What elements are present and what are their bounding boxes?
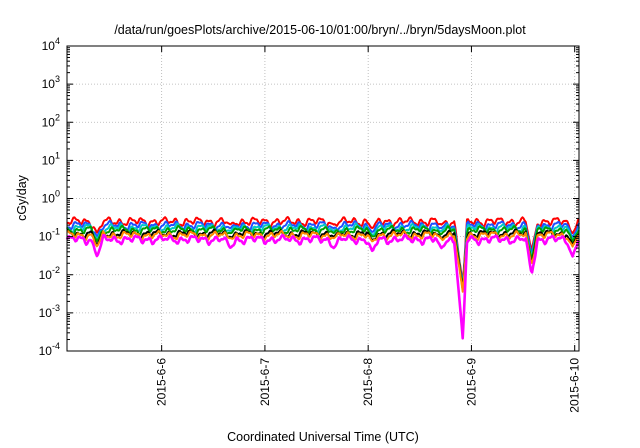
y-tick-label: 10-2 [39, 265, 60, 282]
series-line [66, 222, 580, 288]
y-axis-label: cGy/day [15, 174, 29, 221]
x-tick-label: 2015-6-6 [155, 358, 169, 406]
series-line [65, 233, 581, 340]
y-tick-label: 103 [42, 74, 60, 91]
y-tick-label: 10-3 [39, 303, 60, 320]
y-tick-label: 10-1 [39, 227, 60, 244]
grid [67, 46, 579, 351]
y-tick-label: 101 [42, 150, 60, 167]
series-line [66, 224, 580, 289]
y-tick-labels: 10-4 10-3 10-2 10-1 100 101 102 103 104 [39, 36, 60, 358]
y-tick-label: 102 [42, 112, 60, 129]
y-tick-label: 10-4 [39, 341, 60, 358]
ticks [67, 45, 579, 352]
x-tick-label: 2015-6-9 [464, 358, 478, 406]
x-tick-label: 2015-6-8 [361, 358, 375, 406]
y-tick-label: 100 [42, 189, 60, 206]
series-line [66, 219, 580, 286]
series-line [66, 216, 580, 285]
series-layer [65, 216, 581, 340]
x-axis-label: Coordinated Universal Time (UTC) [227, 430, 419, 444]
series-line [66, 229, 580, 293]
x-tick-label: 2015-6-7 [258, 358, 272, 406]
y-tick-label: 104 [42, 36, 60, 53]
x-tick-label: 2015-6-10 [568, 358, 582, 413]
x-tick-labels: 2015-6-6 2015-6-7 2015-6-8 2015-6-9 2015-6-1… [155, 358, 582, 413]
chart-title: /data/run/goesPlots/archive/2015-06-10/0… [114, 23, 526, 37]
